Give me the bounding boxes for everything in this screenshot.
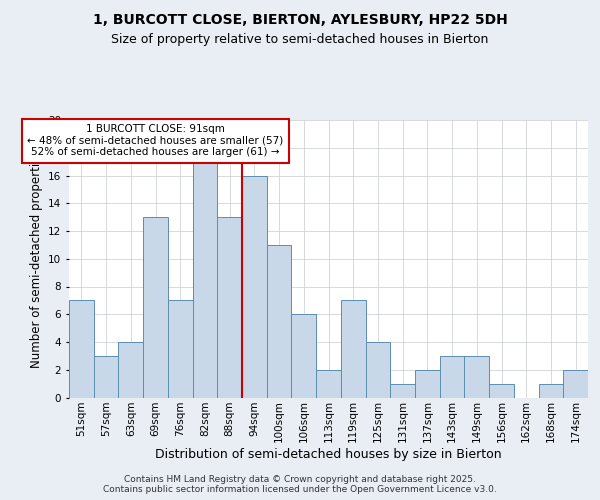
X-axis label: Distribution of semi-detached houses by size in Bierton: Distribution of semi-detached houses by …	[155, 448, 502, 461]
Bar	[365, 342, 390, 398]
Bar	[267, 245, 292, 398]
Bar	[94, 356, 118, 398]
Bar	[464, 356, 489, 398]
Text: 1, BURCOTT CLOSE, BIERTON, AYLESBURY, HP22 5DH: 1, BURCOTT CLOSE, BIERTON, AYLESBURY, HP…	[92, 12, 508, 26]
Text: Contains HM Land Registry data © Crown copyright and database right 2025.
Contai: Contains HM Land Registry data © Crown c…	[103, 474, 497, 494]
Bar	[341, 300, 365, 398]
Bar	[316, 370, 341, 398]
Bar	[415, 370, 440, 398]
Bar	[440, 356, 464, 398]
Bar	[390, 384, 415, 398]
Bar	[193, 162, 217, 398]
Bar	[489, 384, 514, 398]
Bar	[242, 176, 267, 398]
Bar	[118, 342, 143, 398]
Bar	[217, 217, 242, 398]
Text: 1 BURCOTT CLOSE: 91sqm
← 48% of semi-detached houses are smaller (57)
52% of sem: 1 BURCOTT CLOSE: 91sqm ← 48% of semi-det…	[28, 124, 284, 158]
Bar	[292, 314, 316, 398]
Bar	[168, 300, 193, 398]
Y-axis label: Number of semi-detached properties: Number of semi-detached properties	[29, 150, 43, 368]
Bar	[143, 217, 168, 398]
Bar	[563, 370, 588, 398]
Bar	[69, 300, 94, 398]
Text: Size of property relative to semi-detached houses in Bierton: Size of property relative to semi-detach…	[112, 32, 488, 46]
Bar	[539, 384, 563, 398]
